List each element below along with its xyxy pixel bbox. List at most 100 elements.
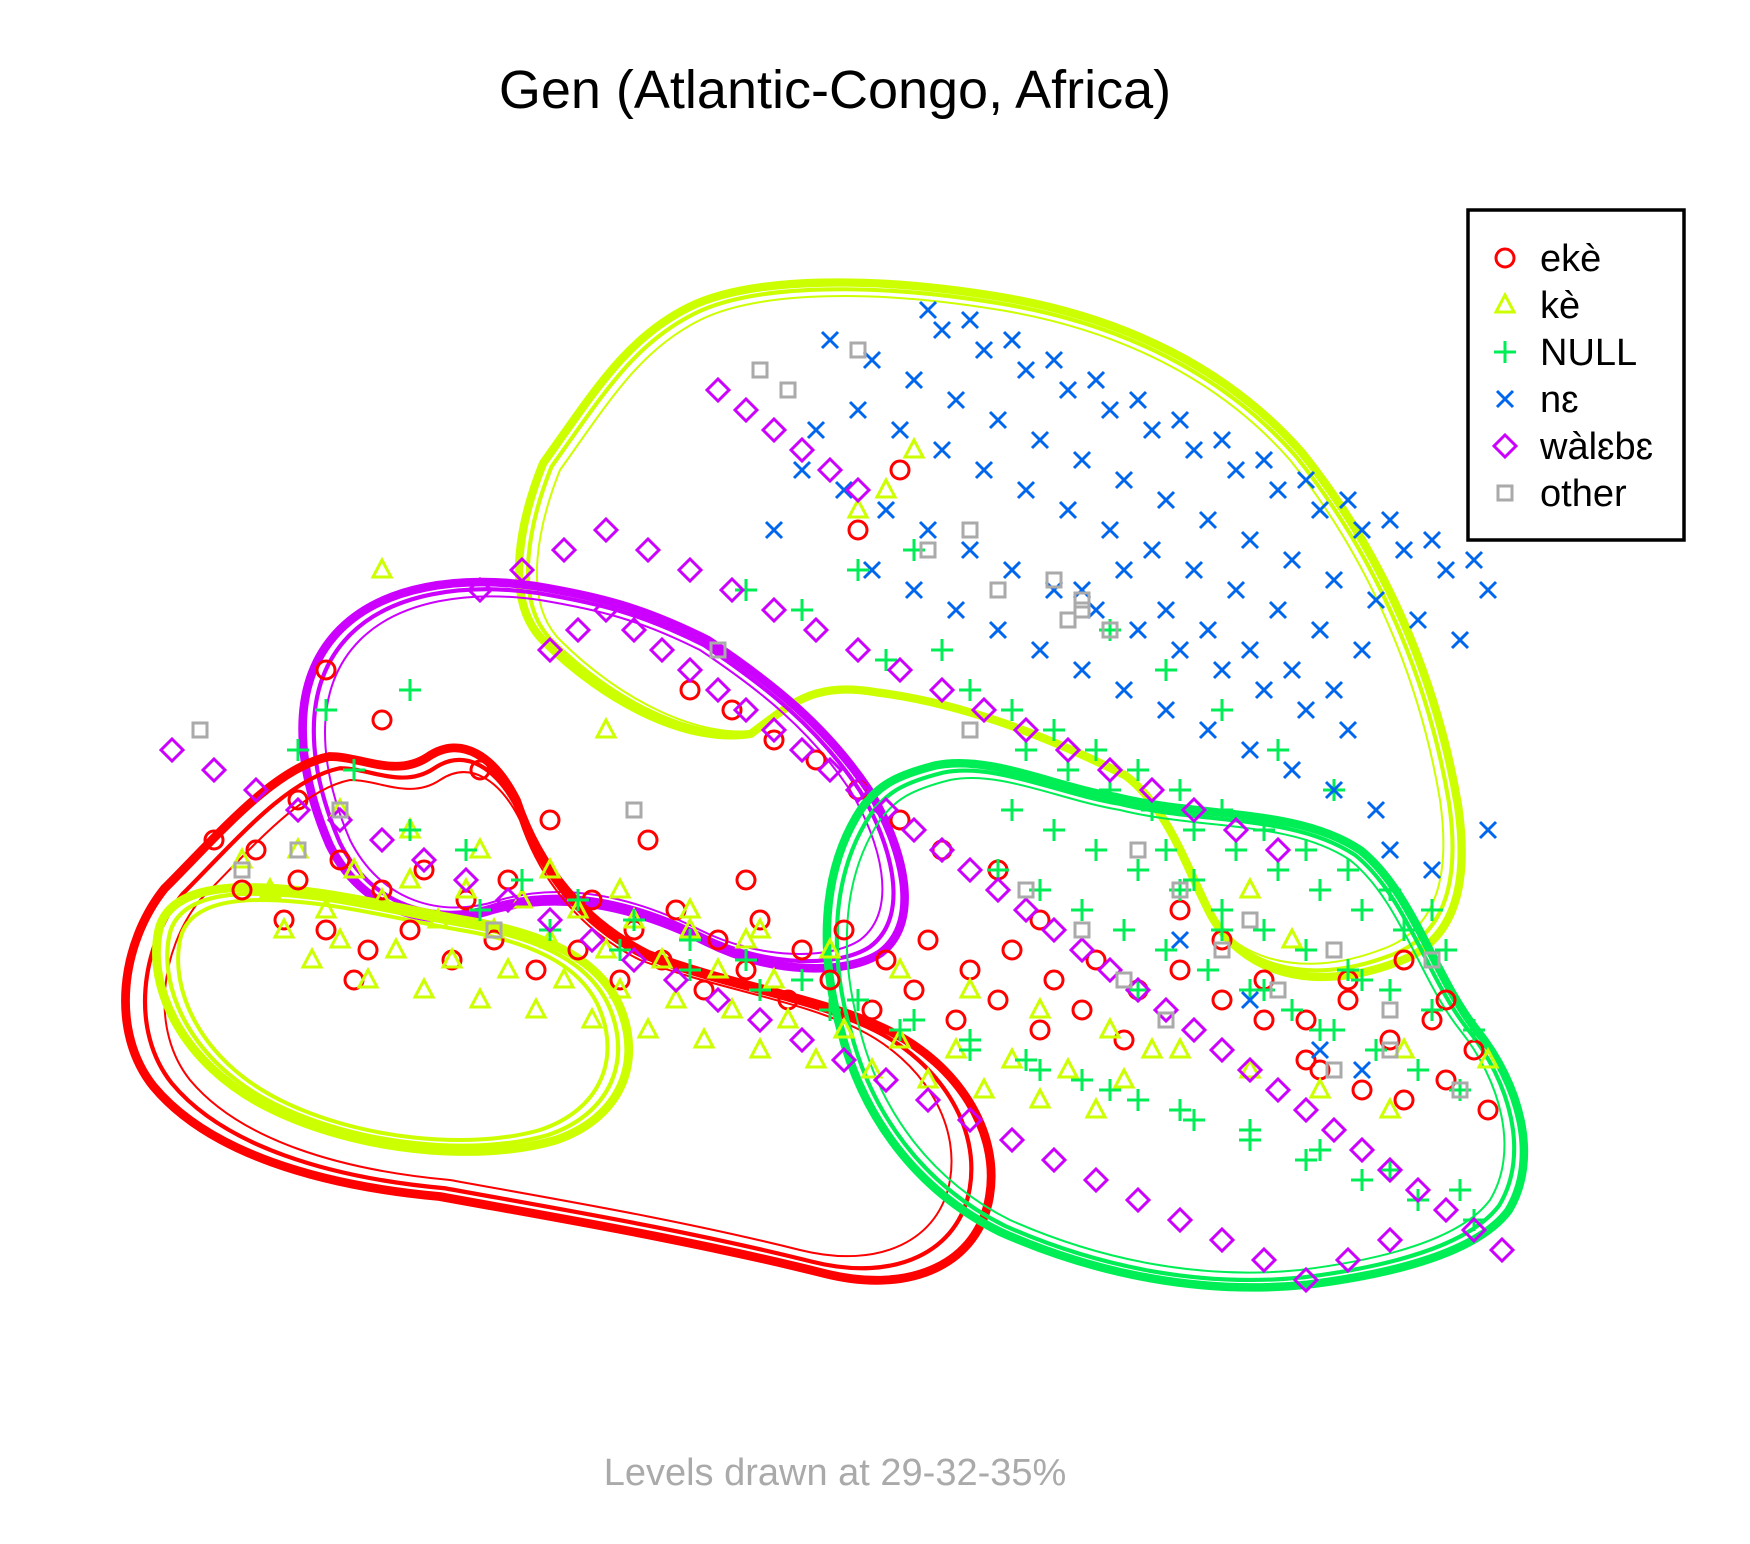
- data-point: [1238, 876, 1262, 899]
- data-point: [1435, 939, 1457, 961]
- data-point: [331, 801, 349, 819]
- data-point: [1156, 700, 1176, 720]
- data-point: [289, 841, 307, 859]
- data-point: [356, 966, 380, 989]
- data-point: [1337, 989, 1359, 1011]
- data-point: [1043, 719, 1065, 741]
- data-point: [452, 866, 480, 894]
- data-point: [1012, 896, 1040, 924]
- data-point: [1240, 640, 1260, 660]
- data-point: [620, 946, 648, 974]
- data-point: [1478, 820, 1498, 840]
- data-point: [272, 916, 296, 939]
- data-point: [704, 376, 732, 404]
- data-point: [1045, 571, 1063, 589]
- data-point: [1292, 1266, 1320, 1294]
- data-point: [872, 796, 900, 824]
- data-point: [1127, 979, 1149, 1001]
- data-point: [550, 536, 578, 564]
- data-point: [1096, 756, 1124, 784]
- data-point: [961, 521, 979, 539]
- data-point: [1212, 430, 1232, 450]
- data-point: [746, 1006, 774, 1034]
- data-point: [956, 1106, 984, 1134]
- legend-marker-icon: [1491, 432, 1519, 460]
- data-point: [917, 929, 939, 951]
- legend-marker-icon: [1495, 389, 1515, 409]
- data-point: [233, 861, 251, 879]
- data-point: [760, 716, 788, 744]
- data-point: [1211, 899, 1233, 921]
- data-point: [634, 536, 662, 564]
- data-point: [848, 400, 868, 420]
- data-point: [287, 789, 309, 811]
- data-point: [832, 1016, 856, 1039]
- data-point: [833, 919, 855, 941]
- data-point: [315, 659, 337, 681]
- data-point: [580, 1006, 604, 1029]
- data-point: [889, 809, 911, 831]
- data-point: [329, 849, 351, 871]
- data-point: [1114, 560, 1134, 580]
- data-point: [539, 809, 561, 831]
- data-point: [620, 616, 648, 644]
- data-point: [1168, 1036, 1192, 1059]
- data-point: [1128, 390, 1148, 410]
- data-point: [1393, 949, 1415, 971]
- data-point: [1198, 720, 1218, 740]
- data-point: [1379, 879, 1401, 901]
- data-point: [662, 966, 690, 994]
- data-point: [1309, 1139, 1331, 1161]
- data-point: [678, 896, 702, 919]
- data-point: [1421, 999, 1443, 1021]
- data-point: [1338, 720, 1358, 740]
- data-point: [483, 929, 505, 951]
- data-point: [1183, 869, 1205, 891]
- data-point: [918, 520, 938, 540]
- data-point: [410, 846, 438, 874]
- data-point: [1464, 550, 1484, 570]
- data-point: [1068, 936, 1096, 964]
- data-point: [1085, 839, 1107, 861]
- data-point: [1393, 1089, 1415, 1111]
- data-point: [1309, 879, 1331, 901]
- data-point: [1169, 1099, 1191, 1121]
- data-point: [819, 969, 841, 991]
- data-point: [1295, 1149, 1317, 1171]
- data-point: [1029, 1019, 1051, 1041]
- data-point: [904, 580, 924, 600]
- data-point: [538, 856, 562, 879]
- data-point: [357, 939, 379, 961]
- data-point: [1099, 1079, 1121, 1101]
- data-point: [273, 909, 295, 931]
- data-point: [1282, 550, 1302, 570]
- data-point: [592, 516, 620, 544]
- data-point: [1142, 540, 1162, 560]
- data-point: [1170, 410, 1190, 430]
- data-point: [1351, 969, 1373, 991]
- data-point: [1071, 1069, 1093, 1091]
- contour-line: [165, 891, 621, 1148]
- data-point: [242, 776, 270, 804]
- data-point: [258, 876, 282, 899]
- data-point: [648, 636, 676, 664]
- data-point: [956, 856, 984, 884]
- data-point: [342, 856, 366, 879]
- data-point: [426, 906, 450, 929]
- data-point: [1280, 926, 1304, 949]
- data-point: [1058, 500, 1078, 520]
- data-point: [1208, 1036, 1236, 1064]
- data-point: [1155, 939, 1177, 961]
- data-point: [1015, 1049, 1037, 1071]
- data-point: [960, 310, 980, 330]
- data-point: [1264, 1076, 1292, 1104]
- data-point: [1240, 990, 1260, 1010]
- data-point: [592, 596, 620, 624]
- data-point: [816, 456, 844, 484]
- data-point: [1197, 959, 1219, 981]
- data-point: [454, 876, 478, 899]
- data-point: [928, 836, 956, 864]
- data-point: [776, 1006, 800, 1029]
- data-point: [707, 929, 729, 951]
- data-point: [1379, 979, 1401, 1001]
